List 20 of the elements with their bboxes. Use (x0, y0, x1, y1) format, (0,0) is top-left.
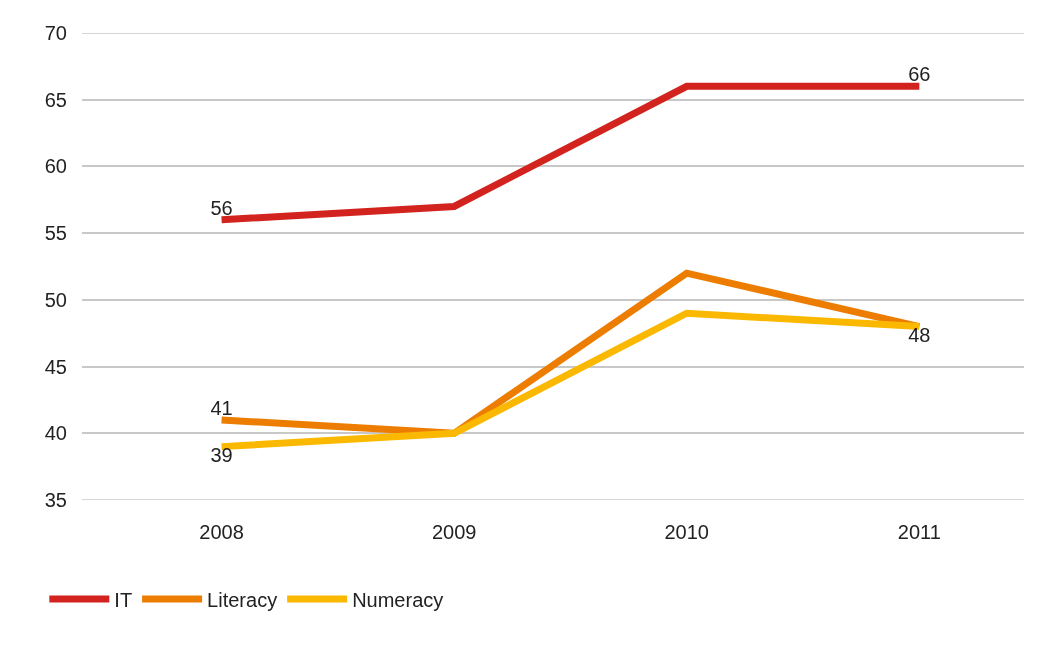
y-tick-label: 55 (44, 222, 67, 245)
x-tick-label: 2009 (431, 521, 477, 543)
y-tick-label: 50 (44, 288, 67, 311)
x-tick-label: 2011 (897, 521, 941, 543)
legend-label: IT (114, 588, 133, 611)
x-tick-label: 2010 (664, 521, 709, 543)
data-label: 48 (908, 323, 931, 346)
data-label: 39 (210, 443, 233, 466)
y-tick-label: 65 (44, 88, 67, 111)
legend-label: Numeracy (352, 588, 444, 611)
x-tick-label: 2008 (199, 521, 244, 543)
y-tick-label: 35 (44, 489, 67, 511)
y-tick-label: 45 (44, 355, 67, 378)
data-label: 66 (908, 63, 931, 86)
data-label: 56 (210, 196, 233, 219)
y-tick-label: 70 (44, 22, 67, 44)
data-label: 41 (210, 396, 233, 419)
y-tick-label: 60 (44, 155, 67, 178)
y-tick-label: 40 (44, 422, 67, 445)
legend-label: Literacy (207, 588, 278, 611)
